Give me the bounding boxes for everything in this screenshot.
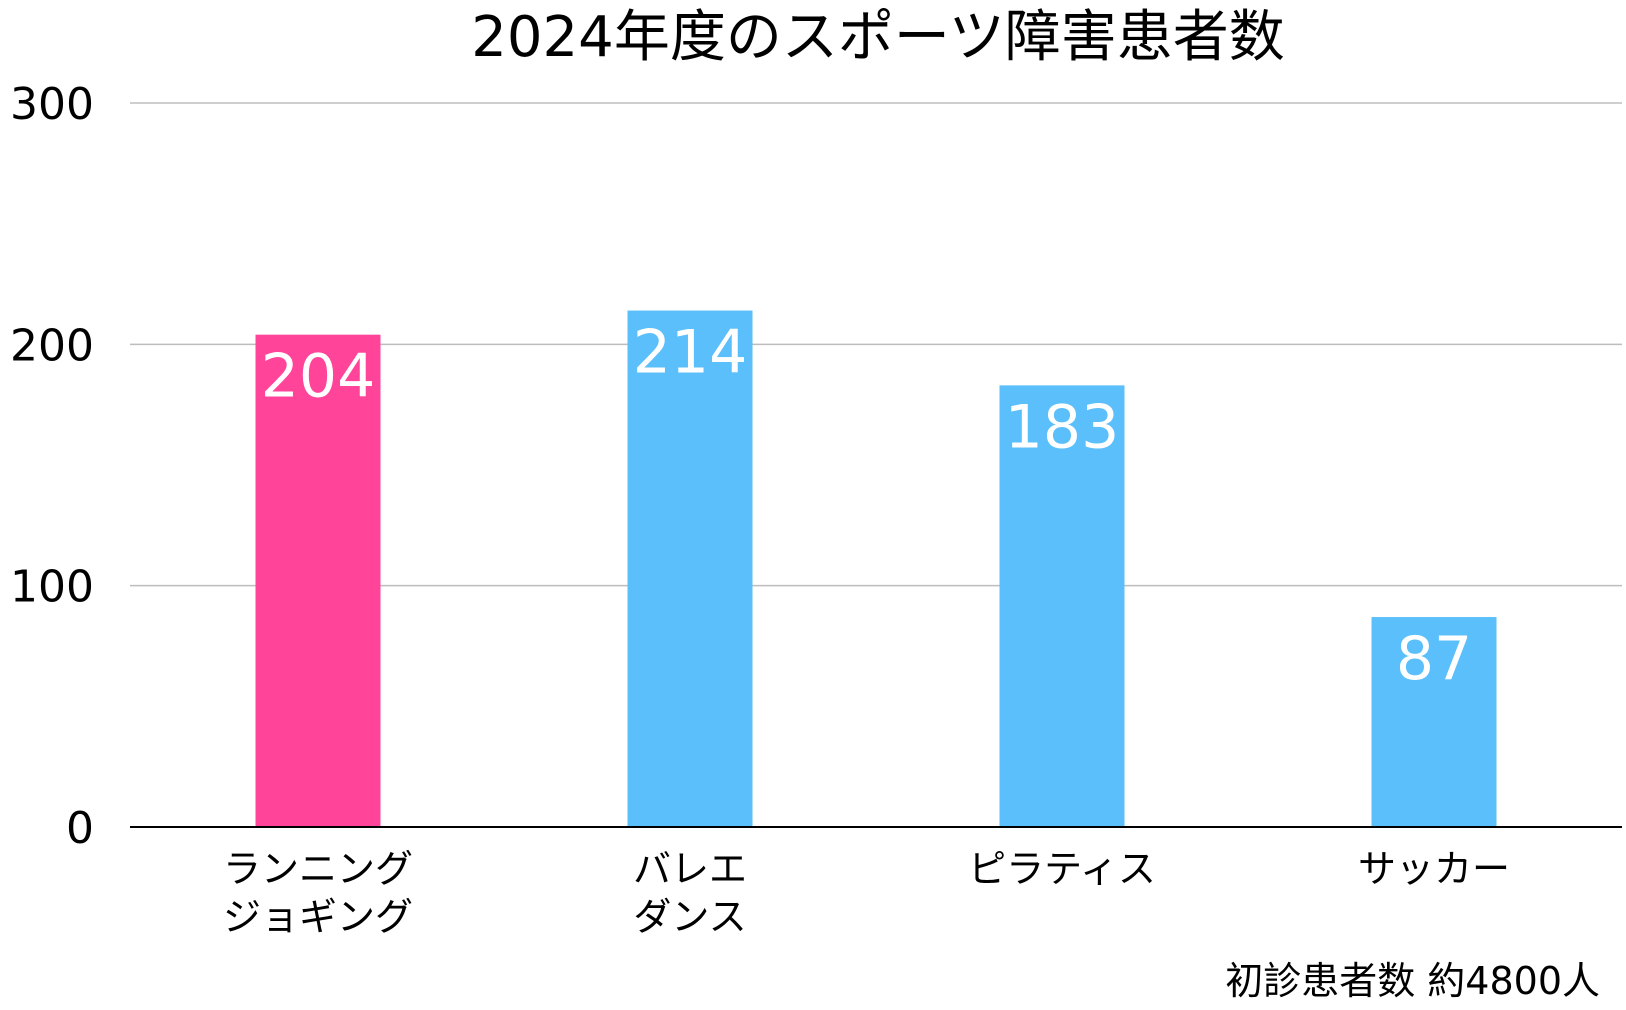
x-category-label: ピラティス bbox=[968, 847, 1156, 891]
y-tick-label: 0 bbox=[66, 803, 94, 854]
x-category-label: サッカー bbox=[1358, 847, 1510, 891]
bar bbox=[255, 334, 381, 827]
chart-note: 初診患者数 約4800人 bbox=[1225, 959, 1600, 1003]
x-category-label: バレエ bbox=[633, 847, 747, 891]
x-category-label: ダンス bbox=[633, 895, 746, 939]
bar-value-label: 87 bbox=[1396, 624, 1472, 694]
bar-value-label: 204 bbox=[261, 342, 376, 412]
bar bbox=[1371, 617, 1497, 827]
bars bbox=[255, 310, 1497, 828]
y-tick-label: 200 bbox=[10, 320, 94, 371]
y-tick-label: 100 bbox=[10, 562, 94, 613]
bar bbox=[627, 310, 753, 828]
x-category-label: ジョギング bbox=[223, 895, 413, 939]
bar-value-label: 214 bbox=[633, 318, 748, 388]
x-category-label: ランニング bbox=[223, 847, 413, 891]
chart-title: 2024年度のスポーツ障害患者数 bbox=[471, 5, 1284, 70]
bar bbox=[999, 385, 1125, 827]
y-tick-label: 300 bbox=[10, 79, 94, 130]
bar-value-label: 183 bbox=[1005, 392, 1120, 462]
